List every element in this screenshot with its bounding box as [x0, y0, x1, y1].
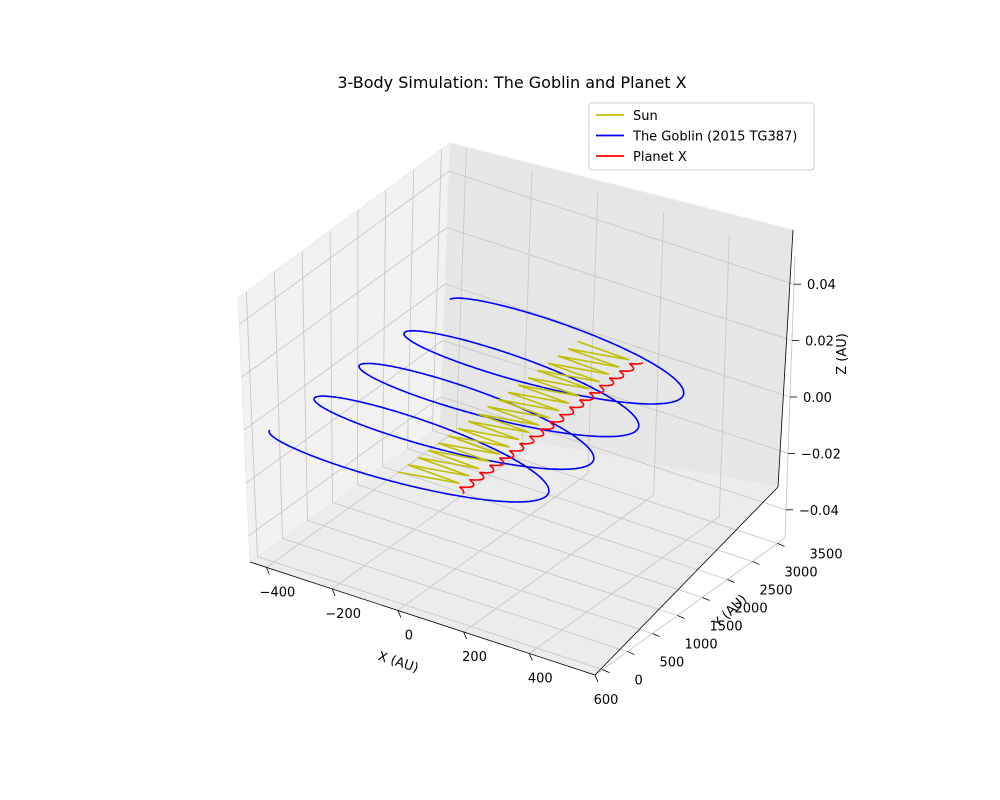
z-axis-line	[777, 229, 794, 488]
x-tick-2	[397, 610, 402, 618]
series-sun-line	[397, 340, 630, 485]
y-tick-7	[777, 543, 785, 547]
grid-line-y-7	[432, 149, 778, 544]
grid-line-x-0	[266, 148, 467, 568]
x-tick-label-5: 600	[594, 693, 619, 708]
grid-line-z-1	[246, 339, 789, 484]
x-tick-0	[266, 567, 270, 575]
grid-line-x-3	[463, 212, 665, 633]
y-tick-label-0: 0	[635, 674, 643, 689]
grid-line-y-5	[382, 189, 728, 580]
y-tick-label-1: 500	[660, 656, 685, 671]
x-tick-label-4: 400	[528, 671, 553, 686]
x-tick-label-1: −200	[325, 607, 361, 622]
y-tick-2	[652, 633, 660, 637]
grid-line-z-0	[248, 396, 787, 536]
y-tick-label-3: 1500	[710, 620, 743, 635]
grid-line-y-0	[245, 291, 603, 671]
x-tick-3	[463, 631, 467, 640]
y-tick-label-6: 3000	[785, 565, 818, 580]
x-axis-line	[249, 561, 596, 676]
series-goblin-line	[268, 297, 685, 503]
y-tick-1	[627, 651, 635, 655]
y-tick-label-4: 2000	[735, 601, 768, 616]
legend-box	[588, 102, 815, 171]
x-tick-label-3: 200	[462, 650, 487, 665]
legend-label-0: Sun	[633, 109, 658, 124]
y-tick-label-7: 3500	[810, 547, 843, 562]
y-axis-line	[594, 486, 779, 676]
y-tick-3	[677, 615, 685, 619]
y-tick-label-5: 2500	[760, 583, 793, 598]
x-tick-5	[594, 674, 599, 683]
grid-line-y-4	[357, 210, 703, 598]
x-tick-label-2: 0	[405, 628, 413, 643]
z-tick-label-0: −0.04	[799, 504, 839, 519]
legend-label-2: Planet X	[633, 150, 687, 165]
grid-line-x-5	[594, 255, 796, 676]
grid-line-z-3	[241, 227, 793, 378]
series-planet-x-line	[459, 361, 644, 495]
grid-line-y-1	[273, 271, 628, 653]
x-tick-1	[331, 588, 336, 597]
x-axis-label: X (AU)	[376, 649, 420, 676]
grid-line-y-6	[407, 169, 753, 562]
y-tick-0	[602, 669, 610, 673]
z-tick-label-3: 0.02	[805, 335, 834, 350]
legend-label-1: The Goblin (2015 TG387)	[632, 130, 797, 145]
y-tick-4	[702, 597, 710, 601]
x-tick-label-0: −400	[260, 585, 296, 600]
grid-line-z-4	[238, 170, 795, 325]
grid-line-y-2	[301, 251, 653, 634]
grid-line-z-2	[243, 283, 791, 431]
grid-line-x-4	[529, 234, 730, 654]
z-tick-label-2: 0.00	[803, 391, 832, 406]
y-tick-label-2: 1000	[685, 638, 718, 653]
grid-line-x-2	[397, 191, 599, 611]
y-tick-6	[752, 561, 760, 565]
grid-line-y-3	[329, 230, 678, 616]
y-tick-5	[727, 579, 735, 583]
grid-line-x-1	[331, 169, 533, 590]
x-tick-4	[528, 653, 533, 661]
z-tick-label-4: 0.04	[807, 278, 836, 293]
z-axis-label: Z (AU)	[835, 333, 850, 375]
z-tick-label-1: −0.02	[801, 447, 841, 462]
chart-title: 3-Body Simulation: The Goblin and Planet…	[337, 73, 686, 92]
